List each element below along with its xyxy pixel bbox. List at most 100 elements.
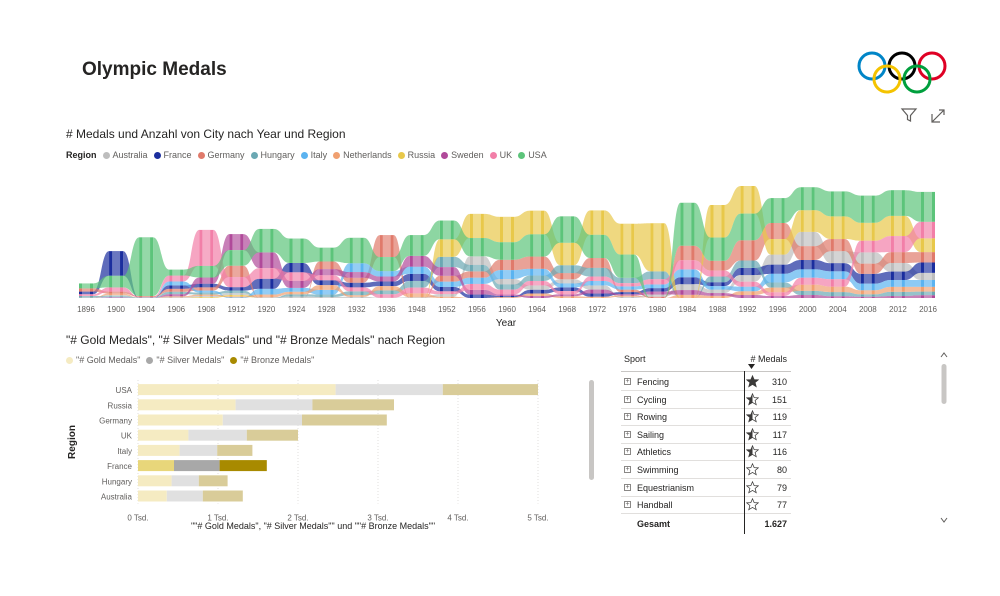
ribbon-segment-italy[interactable]: [800, 269, 815, 278]
ribbon-segment-usa[interactable]: [289, 238, 304, 263]
column-header-medals[interactable]: # Medals: [750, 354, 787, 364]
ribbon-segment-russia[interactable]: [710, 204, 725, 238]
ribbon-segment-sweden[interactable]: [319, 269, 334, 276]
legend-item-hungary[interactable]: Hungary: [250, 150, 295, 160]
ribbon-segment-germany[interactable]: [620, 289, 635, 293]
ribbon-segment-germany[interactable]: [500, 259, 514, 271]
ribbon-russia[interactable]: [784, 210, 801, 255]
ribbon-segment-uk[interactable]: [830, 279, 845, 287]
ribbon-segment-australia[interactable]: [169, 297, 184, 298]
ribbon-segment-uk[interactable]: [680, 260, 695, 270]
bar-russia-bronze[interactable]: [312, 399, 394, 411]
ribbon-segment-france[interactable]: [289, 262, 304, 273]
ribbon-segment-russia[interactable]: [199, 297, 214, 298]
ribbon-segment-russia[interactable]: [770, 239, 785, 255]
ribbon-uk[interactable]: [724, 270, 741, 287]
ribbon-sweden[interactable]: [604, 289, 621, 296]
ribbon-usa[interactable]: [604, 234, 621, 278]
legend-item-france[interactable]: France: [153, 150, 192, 160]
legend-item-italy[interactable]: Italy: [300, 150, 327, 160]
ribbon-segment-australia[interactable]: [890, 262, 905, 272]
ribbon-segment-france[interactable]: [650, 288, 665, 292]
ribbon-segment-russia[interactable]: [469, 213, 484, 239]
ribbon-italy[interactable]: [724, 286, 741, 292]
ribbon-usa[interactable]: [213, 250, 230, 278]
ribbon-segment-italy[interactable]: [890, 279, 905, 287]
ribbon-australia[interactable]: [604, 285, 621, 298]
ribbon-segment-netherlands[interactable]: [289, 291, 304, 295]
ribbon-segment-germany[interactable]: [650, 296, 665, 298]
ribbon-segment-germany[interactable]: [469, 271, 484, 278]
ribbon-netherlands[interactable]: [814, 284, 831, 293]
ribbon-segment-italy[interactable]: [560, 283, 575, 288]
ribbon-segment-usa[interactable]: [349, 237, 364, 264]
ribbon-segment-usa[interactable]: [830, 191, 845, 217]
ribbon-usa[interactable]: [393, 235, 410, 272]
ribbon-segment-australia[interactable]: [650, 294, 665, 297]
ribbon-usa[interactable]: [93, 275, 110, 289]
ribbon-hungary[interactable]: [93, 296, 110, 298]
ribbon-australia[interactable]: [363, 296, 380, 298]
expand-icon[interactable]: +: [624, 378, 631, 385]
bar-italy-bronze[interactable]: [217, 444, 253, 456]
ribbon-sweden[interactable]: [574, 289, 591, 297]
ribbon-segment-hungary[interactable]: [379, 290, 394, 295]
ribbon-hungary[interactable]: [904, 291, 921, 297]
ribbon-segment-usa[interactable]: [169, 269, 184, 276]
expand-icon[interactable]: +: [624, 483, 631, 491]
ribbon-segment-uk[interactable]: [289, 272, 304, 281]
ribbon-segment-australia[interactable]: [560, 279, 575, 284]
ribbon-segment-hungary[interactable]: [710, 276, 725, 283]
ribbon-segment-hungary[interactable]: [169, 291, 184, 295]
ribbon-segment-france[interactable]: [259, 278, 274, 289]
ribbon-usa[interactable]: [664, 202, 681, 298]
ribbon-segment-hungary[interactable]: [770, 282, 785, 288]
ribbon-segment-netherlands[interactable]: [890, 286, 905, 292]
ribbon-uk[interactable]: [183, 229, 200, 282]
ribbon-segment-sweden[interactable]: [890, 296, 905, 298]
ribbon-germany[interactable]: [514, 256, 531, 271]
ribbon-sweden[interactable]: [754, 295, 771, 298]
ribbon-segment-russia[interactable]: [560, 242, 575, 266]
ribbon-segment-germany[interactable]: [229, 265, 244, 278]
ribbon-segment-hungary[interactable]: [921, 291, 935, 296]
ribbon-segment-sweden[interactable]: [169, 294, 184, 297]
ribbon-segment-germany[interactable]: [680, 245, 695, 261]
ribbon-segment-germany[interactable]: [439, 275, 454, 282]
ribbon-hungary[interactable]: [213, 290, 230, 295]
ribbon-usa[interactable]: [363, 237, 380, 272]
ribbon-russia[interactable]: [183, 297, 200, 298]
ribbon-segment-sweden[interactable]: [860, 296, 875, 298]
ribbon-segment-netherlands[interactable]: [590, 296, 605, 298]
ribbon-segment-netherlands[interactable]: [800, 284, 815, 291]
ribbon-germany[interactable]: [153, 288, 170, 298]
ribbon-segment-sweden[interactable]: [620, 294, 635, 296]
ribbon-netherlands[interactable]: [874, 286, 891, 295]
ribbon-uk[interactable]: [604, 276, 621, 287]
ribbon-hungary[interactable]: [694, 276, 711, 298]
ribbon-segment-hungary[interactable]: [890, 291, 905, 297]
ribbon-segment-australia[interactable]: [590, 285, 605, 290]
ribbon-usa[interactable]: [874, 190, 891, 223]
ribbon-sweden[interactable]: [423, 255, 440, 276]
legend-item-germany[interactable]: Germany: [197, 150, 245, 160]
ribbon-segment-hungary[interactable]: [860, 294, 875, 297]
ribbon-segment-france[interactable]: [409, 273, 424, 281]
ribbon-segment-netherlands[interactable]: [109, 293, 124, 296]
ribbon-netherlands[interactable]: [904, 286, 921, 292]
ribbon-segment-germany[interactable]: [740, 240, 755, 261]
ribbon-segment-germany[interactable]: [79, 288, 93, 292]
ribbon-usa[interactable]: [453, 220, 470, 257]
ribbon-segment-russia[interactable]: [830, 216, 845, 240]
ribbon-segment-russia[interactable]: [800, 210, 815, 232]
ribbon-segment-germany[interactable]: [379, 235, 394, 258]
ribbon-segment-russia[interactable]: [590, 210, 605, 235]
bar-australia-silver[interactable]: [166, 490, 203, 502]
ribbon-segment-italy[interactable]: [860, 283, 875, 291]
ribbon-segment-usa[interactable]: [79, 283, 93, 289]
ribbon-australia[interactable]: [544, 279, 561, 290]
ribbon-segment-usa[interactable]: [590, 234, 605, 259]
ribbon-netherlands[interactable]: [273, 291, 290, 298]
ribbon-segment-uk[interactable]: [319, 275, 334, 281]
ribbon-segment-australia[interactable]: [439, 294, 454, 297]
